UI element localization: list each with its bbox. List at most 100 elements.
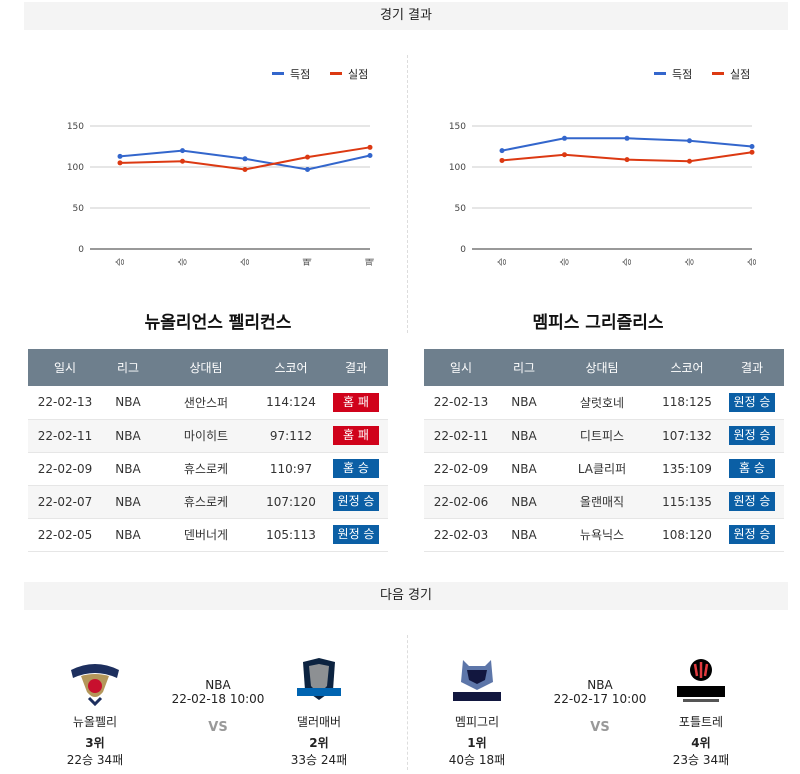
y-tick-label: 0: [78, 245, 84, 255]
data-point: [117, 160, 123, 166]
col-score: 스코어: [258, 349, 324, 386]
cell-league: NBA: [102, 386, 154, 420]
result-badge: 홈 패: [333, 426, 379, 445]
next-datetime: 22-02-17 10:00: [553, 692, 647, 706]
cell-date: 22-02-13: [424, 386, 498, 420]
y-tick-label: 50: [455, 204, 467, 214]
table-row: 22-02-06 NBA 올랜매직 115:135 원정 승: [424, 485, 784, 519]
team-title-right: 멤피스 그리즐리스: [532, 313, 664, 333]
chart-right-svg: 득점 실점 0 50 100 150 승 승 승 승 승: [449, 68, 758, 266]
next-game-left: 뉴올펠리 3위 22승 34패 NBA 22-02-18 10:00 VS 댈러…: [28, 640, 408, 768]
table-row: 22-02-11 NBA 디트피스 107:132 원정 승: [424, 419, 784, 453]
next-home-name: 멤피그리: [454, 715, 500, 729]
next-away-rank: 2위: [309, 736, 329, 750]
next-away-team[interactable]: 포틀트레 4위 23승 34패: [656, 656, 746, 768]
grizzlies-logo-icon: [453, 660, 501, 701]
y-tick-label: 150: [67, 122, 84, 132]
cell-league: NBA: [498, 485, 550, 519]
cell-result: 홈 패: [324, 386, 388, 420]
next-home-name: 뉴올펠리: [72, 715, 118, 729]
cell-opponent: LA클리퍼: [550, 452, 654, 486]
data-point: [305, 154, 310, 160]
next-league: NBA: [205, 678, 231, 692]
cell-date: 22-02-11: [28, 419, 102, 453]
cell-league: NBA: [102, 419, 154, 453]
cell-league: NBA: [498, 386, 550, 420]
data-point: [499, 157, 505, 163]
cell-result: 원정 승: [720, 419, 784, 453]
result-badge: 원정 승: [729, 525, 775, 544]
next-home-rank: 3위: [85, 736, 105, 750]
cell-result: 원정 승: [324, 518, 388, 552]
result-badge: 홈 승: [333, 459, 379, 478]
cell-league: NBA: [498, 452, 550, 486]
result-badge: 홈 패: [333, 392, 379, 412]
next-game-info: NBA 22-02-17 10:00 VS: [540, 678, 660, 735]
cell-result: 원정 승: [720, 518, 784, 552]
cell-result: 원정 승: [324, 485, 388, 519]
cell-opponent: 휴스로케: [154, 452, 258, 486]
table-row: 22-02-09 NBA 휴스로케 110:97 홈 승: [28, 452, 388, 486]
result-badge: 원정 승: [729, 392, 775, 412]
next-away-name: 댈러매버: [296, 715, 342, 729]
cell-result: 원정 승: [720, 485, 784, 519]
cell-opponent: 뉴욕닉스: [550, 518, 654, 552]
y-tick-label: 50: [73, 204, 85, 214]
table-row: 22-02-13 NBA 샬럿호네 118:125 원정 승: [424, 386, 784, 420]
cell-score: 105:113: [258, 518, 324, 552]
next-home-team[interactable]: 멤피그리 1위 40승 18패: [432, 656, 522, 768]
col-result: 결과: [324, 349, 388, 386]
data-point: [562, 152, 567, 158]
col-date: 일시: [424, 349, 498, 386]
y-tick-label: 0: [460, 245, 466, 255]
col-league: 리그: [102, 349, 154, 386]
cell-result: 홈 승: [720, 452, 784, 486]
table-row: 22-02-09 NBA LA클리퍼 135:109 홈 승: [424, 452, 784, 486]
next-away-name: 포틀트레: [678, 715, 724, 729]
cell-league: NBA: [102, 452, 154, 486]
data-point: [180, 148, 185, 154]
results-section-header: 경기 결과: [24, 2, 788, 30]
cell-score: 110:97: [258, 452, 324, 486]
cell-league: NBA: [102, 485, 154, 519]
legend-swatch: [712, 72, 724, 75]
chart-right: 득점 실점 0 50 100 150 승 승 승 승 승: [410, 60, 790, 280]
legend-swatch: [272, 72, 284, 75]
col-opponent: 상대팀: [154, 349, 258, 386]
result-badge: 원정 승: [333, 492, 379, 511]
data-point: [687, 138, 692, 144]
next-home-rank: 1위: [467, 736, 487, 750]
cell-result: 홈 승: [324, 452, 388, 486]
next-away-rank: 4위: [691, 736, 711, 750]
y-tick-label: 150: [449, 122, 466, 132]
next-away-record: 23승 34패: [672, 753, 730, 767]
results-table-left: 일시 리그 상대팀 스코어 결과 22-02-13 NBA 샌안스퍼 114:124 홈…: [28, 349, 388, 552]
pelicans-logo-icon: [71, 664, 119, 707]
x-tick-label: 패: [365, 258, 376, 266]
cell-score: 107:120: [258, 485, 324, 519]
cell-date: 22-02-09: [28, 452, 102, 486]
data-point: [499, 148, 505, 154]
data-point: [562, 135, 567, 141]
cell-league: NBA: [498, 518, 550, 552]
next-away-record: 33승 24패: [290, 753, 348, 767]
data-point: [749, 149, 755, 155]
col-league: 리그: [498, 349, 550, 386]
data-point: [367, 144, 373, 150]
next-home-team[interactable]: 뉴올펠리 3위 22승 34패: [50, 656, 140, 768]
cell-score: 97:112: [258, 419, 324, 453]
data-point: [367, 153, 373, 159]
x-tick-label: 승: [560, 258, 571, 266]
results-table-right: 일시 리그 상대팀 스코어 결과 22-02-13 NBA 샬럿호네 118:125 원…: [424, 349, 784, 552]
vs-label: VS: [590, 720, 610, 735]
next-home-record: 22승 34패: [66, 753, 124, 767]
cell-date: 22-02-09: [424, 452, 498, 486]
next-section-header: 다음 경기: [24, 582, 788, 610]
result-badge: 홈 승: [729, 459, 775, 478]
cell-opponent: 디트피스: [550, 419, 654, 453]
next-away-team[interactable]: 댈러매버 2위 33승 24패: [274, 656, 364, 768]
cell-score: 115:135: [654, 485, 720, 519]
cell-league: NBA: [498, 419, 550, 453]
cell-date: 22-02-13: [28, 386, 102, 420]
next-datetime: 22-02-18 10:00: [171, 692, 265, 706]
